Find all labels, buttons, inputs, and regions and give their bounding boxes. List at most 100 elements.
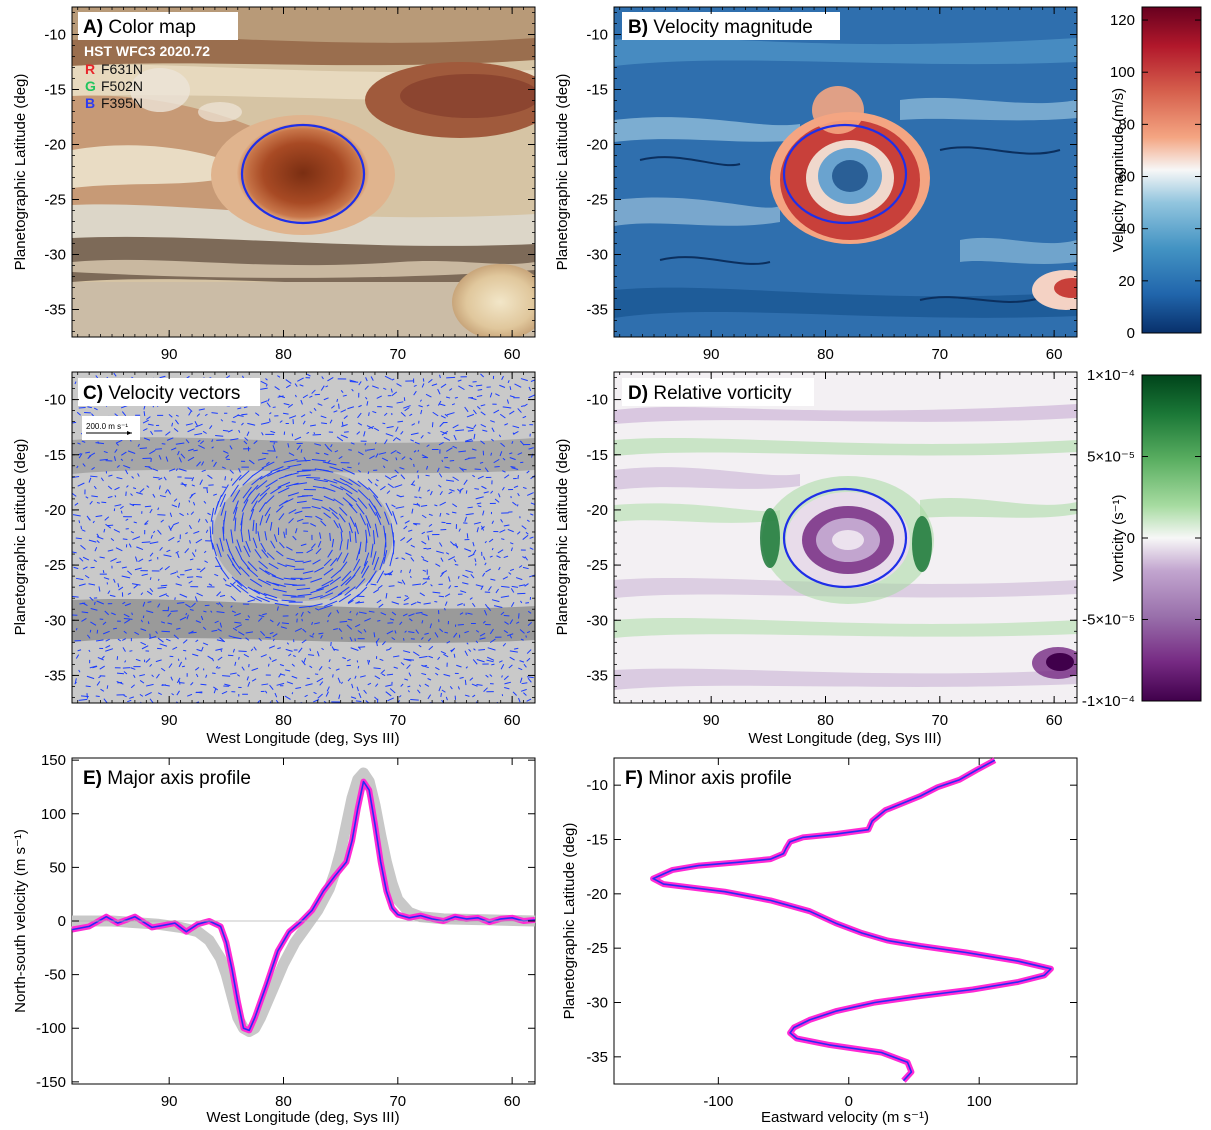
vector-arrow [227, 554, 235, 567]
vector-arrow [440, 650, 447, 655]
vector-arrow [484, 540, 487, 544]
vector-arrow [82, 602, 88, 606]
vector-arrow [185, 423, 193, 426]
colorbar-tick-label: 0 [1127, 530, 1135, 547]
vector-arrow [452, 503, 458, 508]
vector-arrow [241, 413, 248, 416]
vector-arrow [453, 543, 459, 548]
vector-arrow [216, 611, 225, 614]
vector-arrow [143, 437, 151, 441]
vector-arrow [318, 666, 323, 671]
vector-arrow [345, 492, 358, 503]
vector-arrow [500, 442, 506, 448]
vector-arrow [458, 528, 461, 532]
vector-arrow [521, 682, 528, 685]
vector-arrow [501, 538, 505, 541]
vector-arrow [406, 537, 413, 544]
vector-arrow [259, 486, 271, 497]
vector-arrow [294, 627, 303, 632]
vector-arrow [419, 655, 428, 659]
vector-arrow [465, 513, 474, 516]
vector-arrow [158, 485, 161, 490]
vector-arrow [219, 594, 226, 597]
vector-arrow [196, 576, 203, 578]
vector-arrow [351, 388, 354, 392]
vector-arrow [221, 486, 227, 488]
panel-d-title-box [622, 378, 814, 406]
vector-arrow [210, 610, 213, 613]
vector-arrow [91, 466, 95, 470]
vector-arrow [137, 473, 140, 477]
vector-arrow [386, 673, 394, 676]
vector-arrow [158, 703, 160, 705]
vector-arrow [77, 442, 81, 445]
vector-arrow [177, 540, 180, 543]
vector-arrow [158, 477, 163, 481]
vector-arrow [277, 481, 291, 488]
vector-arrow [89, 665, 97, 669]
vector-arrow [375, 511, 382, 526]
vector-arrow [231, 610, 236, 614]
vector-arrow [356, 612, 359, 616]
vector-arrow [213, 686, 219, 691]
vector-arrow [374, 441, 377, 445]
vector-arrow [92, 665, 98, 669]
vector-arrow [303, 657, 307, 663]
source-label: HST WFC3 2020.72 [84, 43, 210, 59]
vector-arrow [446, 447, 453, 452]
vector-arrow [349, 610, 352, 614]
vector-arrow [149, 541, 159, 544]
panel-c-title-box [78, 378, 260, 406]
vector-arrow [199, 479, 203, 485]
vector-arrow [149, 508, 153, 514]
vector-arrow [394, 469, 399, 474]
vector-arrow [152, 530, 156, 534]
vector-arrow [149, 552, 154, 557]
vector-arrow [233, 636, 242, 640]
vector-arrow [480, 373, 485, 378]
vector-arrow [365, 396, 368, 400]
vector-arrow [159, 546, 163, 551]
vector-arrow [530, 379, 535, 382]
vector-arrow [207, 474, 213, 479]
vector-arrow [366, 425, 374, 430]
vector-arrow [277, 487, 290, 494]
vector-arrow [467, 506, 473, 509]
vector-arrow [232, 500, 239, 514]
vector-arrow [97, 705, 101, 706]
vector-arrow [338, 513, 346, 523]
vector-arrow [323, 478, 338, 484]
vector-arrow [157, 507, 160, 511]
vector-arrow [159, 495, 166, 498]
vector-arrow [429, 490, 433, 496]
vector-arrow [122, 638, 127, 641]
vector-arrow [261, 549, 269, 559]
vector-arrow [500, 519, 504, 523]
vector-arrow [422, 559, 429, 563]
vector-arrow [465, 438, 473, 442]
vector-arrow [220, 419, 224, 422]
vector-arrow [149, 698, 154, 703]
vector-arrow [499, 384, 506, 388]
vector-arrow [349, 379, 357, 383]
vector-arrow [187, 428, 195, 433]
panel-d-xlabel: West Longitude (deg, Sys III) [748, 730, 941, 747]
vector-arrow [493, 458, 500, 464]
vector-arrow [306, 477, 321, 479]
vector-arrow [357, 497, 368, 509]
vector-arrow [501, 585, 510, 588]
vector-arrow [139, 447, 148, 449]
vector-arrow [415, 611, 423, 614]
vector-arrow [216, 439, 225, 441]
vector-arrow [303, 457, 307, 462]
vector-arrow [511, 467, 519, 470]
vector-arrow [342, 394, 347, 397]
vector-arrow [428, 523, 433, 527]
vector-arrow [187, 456, 195, 462]
vector-arrow [356, 548, 361, 561]
vector-arrow [116, 442, 119, 446]
vector-arrow [493, 605, 503, 608]
vector-arrow [343, 702, 344, 703]
vector-arrow [346, 539, 349, 550]
vector-arrow [397, 420, 404, 423]
